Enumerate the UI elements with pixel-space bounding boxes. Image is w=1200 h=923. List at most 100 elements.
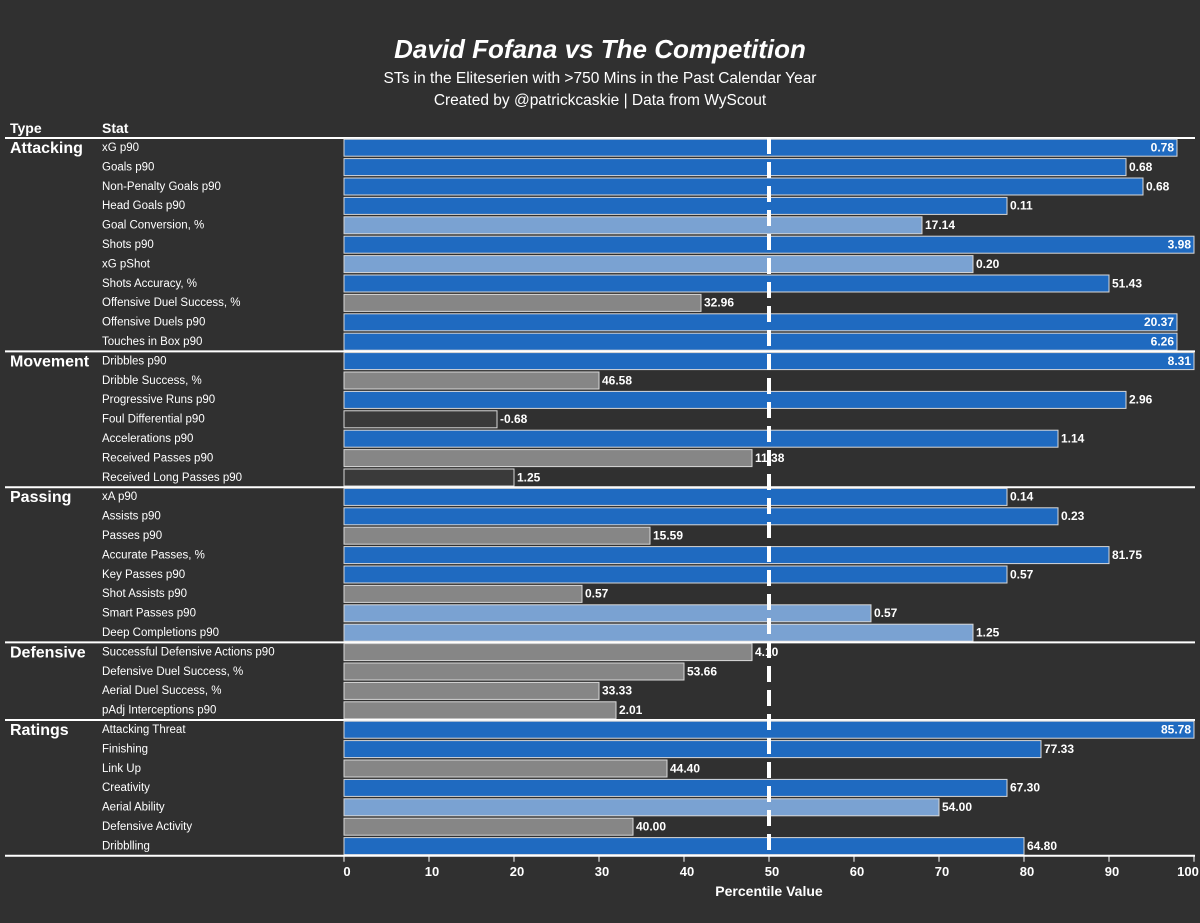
bar-shots-accuracy — [343, 274, 1110, 293]
bar-key-passes-p90 — [343, 565, 1008, 584]
x-tick-label: 30 — [595, 864, 609, 879]
group-label-passing: Passing — [10, 489, 71, 506]
bar-head-goals-p90 — [343, 196, 1008, 215]
value-label: 81.75 — [1112, 548, 1142, 562]
value-label: 40.00 — [636, 820, 666, 834]
value-label: 0.20 — [976, 257, 1000, 271]
chart-title: David Fofana vs The Competition — [394, 34, 806, 64]
value-label: 0.11 — [1010, 199, 1033, 213]
bar-defensive-duel-success — [343, 662, 685, 681]
x-tick-label: 40 — [680, 864, 694, 879]
bar-xg-p90 — [343, 138, 1178, 157]
stat-label: Finishing — [102, 743, 148, 755]
value-label: 53.66 — [687, 664, 717, 678]
stat-label: Aerial Ability — [102, 802, 165, 814]
value-label: 0.68 — [1129, 160, 1153, 174]
stat-label: Defensive Activity — [102, 821, 192, 833]
stat-label: Touches in Box p90 — [102, 336, 202, 348]
bar-passes-p90 — [343, 526, 651, 545]
stat-label: Assists p90 — [102, 511, 161, 523]
bar-xa-p90 — [343, 487, 1008, 506]
bar-dribblling — [343, 837, 1025, 856]
stat-label: Smart Passes p90 — [102, 608, 196, 620]
bar-xg-pshot — [343, 255, 974, 274]
value-label: 0.68 — [1146, 179, 1170, 193]
bar-offensive-duels-p90 — [343, 313, 1178, 332]
stat-label: xA p90 — [102, 491, 137, 503]
x-axis-label: Percentile Value — [715, 883, 823, 899]
group-label-attacking: Attacking — [10, 140, 83, 157]
stat-label: xG p90 — [102, 142, 139, 154]
value-label: 0.14 — [1010, 490, 1034, 504]
value-label: 67.30 — [1010, 781, 1040, 795]
stat-label: Head Goals p90 — [102, 200, 185, 212]
value-label: 0.57 — [1010, 567, 1034, 581]
value-label: 6.26 — [1151, 335, 1175, 349]
stat-label: Successful Defensive Actions p90 — [102, 646, 275, 658]
chart-credit: Created by @patrickcaskie | Data from Wy… — [433, 92, 767, 109]
bar-received-passes-p90 — [343, 449, 753, 468]
x-tick-label: 100 — [1177, 864, 1199, 879]
stat-label: Attacking Threat — [102, 724, 186, 736]
value-label: 1.25 — [517, 470, 541, 484]
stat-label: Link Up — [102, 763, 141, 775]
value-label: 46.58 — [602, 373, 632, 387]
stat-label: pAdj Interceptions p90 — [102, 705, 216, 717]
value-label: 51.43 — [1112, 276, 1142, 290]
stat-label: Progressive Runs p90 — [102, 394, 215, 406]
value-label: 2.01 — [619, 703, 643, 717]
group-label-ratings: Ratings — [10, 722, 69, 739]
stat-label: Shots Accuracy, % — [102, 278, 197, 290]
value-label: 15.59 — [653, 529, 683, 543]
column-header-type: Type — [10, 120, 42, 136]
value-label: 64.80 — [1027, 839, 1057, 853]
chart-subtitle: STs in the Eliteserien with >750 Mins in… — [383, 70, 817, 87]
x-tick-label: 80 — [1020, 864, 1034, 879]
bar-deep-completions-p90 — [343, 623, 974, 642]
bar-aerial-ability — [343, 798, 940, 817]
stat-label: Accurate Passes, % — [102, 549, 205, 561]
bar-progressive-runs-p90 — [343, 390, 1127, 409]
value-label: 3.98 — [1168, 238, 1192, 252]
bar-successful-defensive-actions-p90 — [343, 643, 753, 662]
value-label: 32.96 — [704, 296, 734, 310]
bar-accurate-passes — [343, 546, 1110, 565]
value-label: 1.14 — [1061, 432, 1085, 446]
stat-label: xG pShot — [102, 258, 151, 270]
bar-assists-p90 — [343, 507, 1059, 526]
x-tick-label: 60 — [850, 864, 864, 879]
x-tick-label: 50 — [765, 864, 779, 879]
value-label: 0.78 — [1151, 141, 1175, 155]
bar-touches-in-box-p90 — [343, 332, 1178, 351]
chart-rows: Attacking xG p90 0.78 Goals p90 0.68 Non-Pena… — [5, 137, 1195, 857]
value-label: 4.10 — [755, 645, 779, 659]
bar-foul-differential-p90 — [343, 410, 498, 429]
column-header-stat: Stat — [102, 120, 129, 136]
group-label-defensive: Defensive — [10, 644, 86, 661]
stat-label: Received Passes p90 — [102, 452, 213, 464]
stat-label: Defensive Duel Success, % — [102, 666, 243, 678]
bar-defensive-activity — [343, 817, 634, 836]
value-label: 0.57 — [585, 587, 609, 601]
value-label: 1.25 — [976, 626, 1000, 640]
x-axis: 0 10 20 30 40 50 60 70 80 90 100 — [343, 855, 1199, 879]
stat-label: Shot Assists p90 — [102, 588, 187, 600]
x-tick-label: 0 — [343, 864, 350, 879]
value-label: 0.57 — [874, 606, 898, 620]
stat-label: Received Long Passes p90 — [102, 472, 242, 484]
value-label: 20.37 — [1144, 315, 1174, 329]
stat-label: Dribblling — [102, 840, 150, 852]
bar-offensive-duel-success — [343, 293, 702, 312]
x-tick-label: 20 — [510, 864, 524, 879]
stat-label: Foul Differential p90 — [102, 414, 205, 426]
x-tick-label: 10 — [425, 864, 439, 879]
bar-non-penalty-goals-p90 — [343, 177, 1144, 196]
bar-accelerations-p90 — [343, 429, 1059, 448]
stat-label: Offensive Duel Success, % — [102, 297, 241, 309]
bar-goal-conversion — [343, 216, 923, 235]
group-label-movement: Movement — [10, 353, 90, 370]
bar-link-up — [343, 759, 668, 778]
value-label: 33.33 — [602, 684, 632, 698]
value-label: -0.68 — [500, 412, 528, 426]
